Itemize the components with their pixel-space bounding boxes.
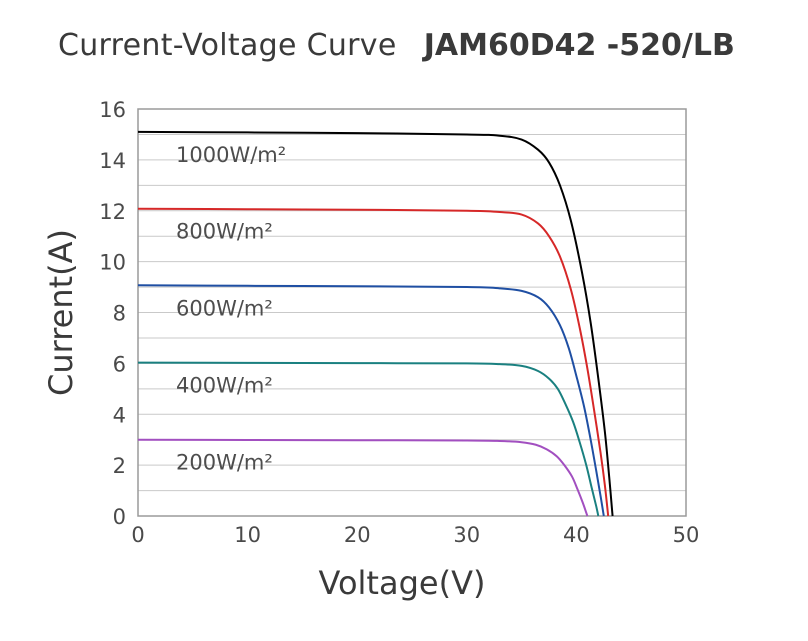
y-tick-label: 16 [99, 98, 126, 122]
plot-frame [137, 108, 687, 517]
series-label: 800W/m² [176, 220, 273, 244]
series-label: 200W/m² [176, 451, 273, 475]
series-line [137, 438, 589, 517]
x-tick-label: 30 [453, 523, 480, 547]
y-tick-label: 14 [99, 149, 126, 173]
chart-title: Current-Voltage Curve JAM60D42 -520/LB [58, 28, 735, 63]
y-tick-label: 2 [113, 454, 126, 478]
series-line [137, 207, 610, 517]
y-tick-label: 10 [99, 251, 126, 275]
y-tick-label: 4 [113, 403, 126, 427]
x-tick-label: 0 [131, 523, 144, 547]
y-axis-label: Current(A) [42, 229, 80, 396]
series-label: 1000W/m² [176, 143, 286, 167]
series-label: 400W/m² [176, 374, 273, 398]
series-lines [137, 130, 614, 517]
series-line [137, 361, 600, 517]
x-tick-labels: 0 10 20 30 40 50 [131, 523, 699, 547]
series-labels: 1000W/m² 800W/m² 600W/m² 400W/m² 200W/m² [176, 143, 286, 475]
x-tick-label: 50 [673, 523, 700, 547]
title-main: Current-Voltage Curve [58, 28, 397, 63]
x-tick-label: 10 [234, 523, 261, 547]
series-line [137, 130, 614, 517]
series-label: 600W/m² [176, 296, 273, 320]
y-tick-label: 8 [113, 302, 126, 326]
x-tick-label: 40 [563, 523, 590, 547]
y-tick-label: 6 [113, 352, 126, 376]
y-tick-labels: 0 2 4 6 8 10 12 14 16 [99, 98, 126, 529]
y-tick-label: 12 [99, 200, 126, 224]
title-model: JAM60D42 -520/LB [423, 28, 735, 63]
x-tick-label: 20 [344, 523, 371, 547]
x-axis-label: Voltage(V) [319, 564, 486, 602]
y-tick-label: 0 [113, 505, 126, 529]
series-line [137, 284, 605, 517]
